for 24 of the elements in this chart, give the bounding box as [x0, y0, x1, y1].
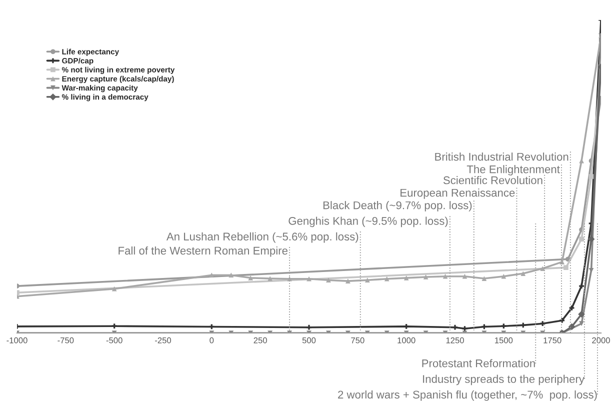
x-tick-label: 0	[210, 337, 214, 344]
x-tick-label: -500	[106, 337, 122, 344]
ref-line-label: Black Death (~9.7% pop. loss)	[323, 201, 472, 212]
ref-line-label: Industry spreads to the periphery	[423, 374, 584, 386]
x-tick-label: -1000	[6, 337, 28, 344]
x-tick-label: -750	[58, 337, 74, 344]
x-tick-label: 2000	[592, 337, 610, 344]
ref-line-label: European Renaissance	[400, 188, 515, 199]
ref-line-label: The Enlightenment	[466, 165, 560, 176]
ref-line-label: Genghis Khan (~9.5% pop. loss)	[288, 216, 448, 228]
x-tick-label: 1500	[495, 337, 513, 344]
ref-line-label: Scientific Revolution	[443, 176, 542, 184]
x-tick-label: 750	[351, 337, 364, 344]
x-tick-label: 500	[302, 337, 316, 344]
x-tick-label: 250	[254, 337, 267, 344]
x-tick-label: 1750	[544, 337, 562, 344]
x-tick-label: 1000	[398, 337, 416, 344]
ref-line-label: An Lushan Rebellion (~5.6% pop. loss)	[166, 232, 358, 243]
ref-line-label: Protestant Reformation	[422, 359, 535, 368]
ref-line-label: Fall of the Western Roman Empire	[118, 246, 288, 257]
x-tick-label: 1250	[446, 337, 464, 344]
x-tick-label: -250	[155, 337, 172, 344]
ref-line-label: 2 world wars + Spanish flu (together, ~7% pop. loss)	[338, 390, 597, 401]
ref-line-label: British Industrial Revolution	[435, 152, 568, 161]
